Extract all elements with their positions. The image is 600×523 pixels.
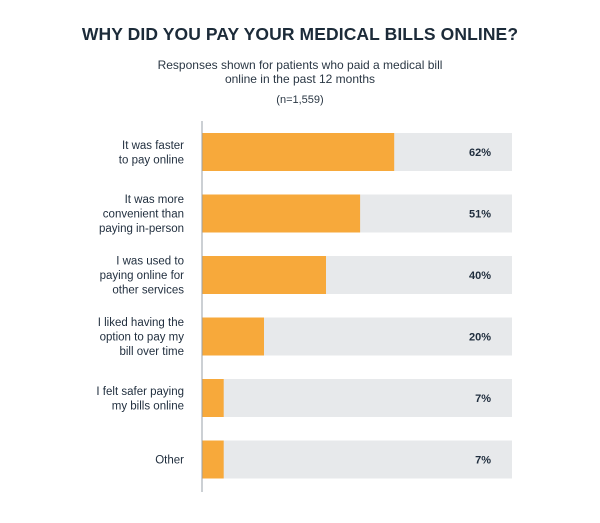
category-label-line: paying in-person	[99, 223, 184, 235]
chart-subtitle: Responses shown for patients who paid a …	[157, 58, 443, 86]
data-label: 40%	[469, 270, 491, 282]
category-label-line: my bills online	[112, 400, 184, 412]
category-label-line: to pay online	[119, 154, 184, 166]
category-label: I liked having the option to pay my bill o…	[98, 317, 185, 358]
category-label-line: other services	[112, 285, 184, 297]
data-label: 7%	[475, 393, 491, 405]
category-label-line: I was used to	[116, 256, 184, 268]
data-label: 7%	[475, 455, 491, 467]
category-label-line: It was faster	[122, 140, 184, 152]
category-label-line: It was more	[125, 194, 184, 206]
bar	[202, 440, 224, 479]
category-label-line: I felt safer paying	[96, 386, 184, 398]
category-label: I felt safer paying my bills online	[96, 386, 184, 413]
category-label-line: convenient than	[103, 209, 184, 221]
data-label: 62%	[469, 147, 491, 159]
category-label: I was used to paying online for other serv…	[100, 256, 185, 297]
data-label: 20%	[469, 332, 491, 344]
category-label: It was more convenient than paying in-pers…	[99, 194, 184, 235]
data-label: 51%	[469, 209, 491, 221]
bar	[202, 194, 361, 233]
bar	[202, 256, 326, 294]
chart-title: WHY DID YOU PAY YOUR MEDICAL BILLS ONLIN…	[81, 24, 519, 44]
sample-size: (n=1,559)	[276, 94, 324, 106]
category-label-line: I liked having the	[98, 317, 184, 329]
category-label: Other	[155, 455, 184, 467]
bar-track	[202, 379, 512, 417]
category-label-line: Other	[155, 455, 184, 467]
bar	[202, 317, 264, 356]
bar-track	[202, 440, 512, 479]
category-label-line: bill over time	[119, 346, 184, 358]
bar	[202, 133, 395, 171]
category-label-line: paying online for	[100, 270, 185, 282]
category-label-line: option to pay my	[100, 332, 185, 344]
bar	[202, 379, 224, 417]
category-label: It was faster to pay online	[119, 140, 184, 167]
